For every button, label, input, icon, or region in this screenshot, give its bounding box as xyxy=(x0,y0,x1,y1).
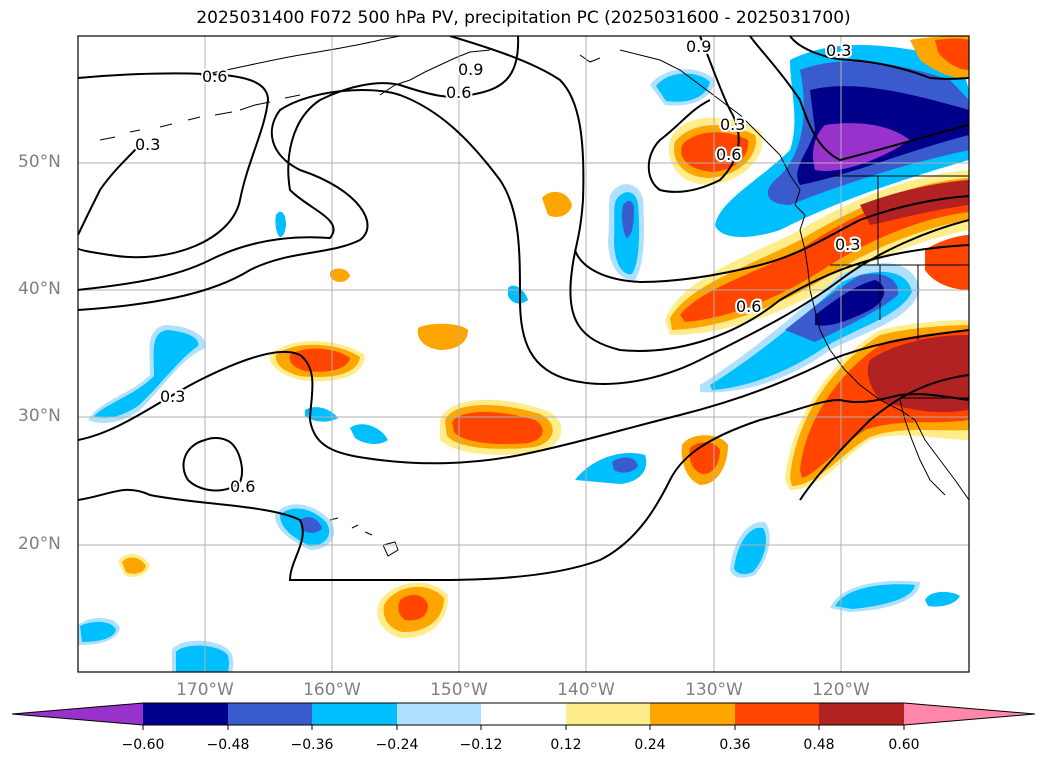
positive-anomaly-region xyxy=(542,191,572,217)
coastline-us-west xyxy=(799,229,969,501)
colorbar-extend-min xyxy=(12,703,143,725)
colorbar-segment xyxy=(566,703,650,725)
negative-anomaly-region xyxy=(94,330,199,418)
lon-label: 140°W xyxy=(557,680,615,700)
colorbar-tick-label: 0.60 xyxy=(888,737,920,753)
contour-label: 0.6 xyxy=(736,297,761,316)
coastline-layer xyxy=(99,36,969,557)
contour-label: 0.3 xyxy=(720,115,745,134)
map-frame xyxy=(77,35,970,673)
positive-anomaly-region xyxy=(935,38,969,70)
colorbar xyxy=(11,702,1036,730)
positive-anomaly-region xyxy=(417,323,468,350)
contour-label: 0.6 xyxy=(716,145,741,164)
colorbar-segment xyxy=(650,703,735,725)
positive-anomaly-region xyxy=(452,412,543,445)
positive-anomaly-region xyxy=(681,132,749,172)
pv-contour xyxy=(182,436,243,492)
contour-label: 0.6 xyxy=(202,67,227,86)
colorbar-segment xyxy=(143,703,228,725)
contour-label: 0.9 xyxy=(686,37,711,56)
lat-label: 40°N xyxy=(18,279,61,299)
colorbar-segment xyxy=(735,703,819,725)
positive-anomaly-region xyxy=(289,348,350,372)
pv-contour xyxy=(749,36,969,162)
colorbar-segment xyxy=(228,703,312,725)
pv-contour xyxy=(789,36,969,80)
positive-anomaly-region xyxy=(867,335,969,412)
negative-anomaly-region xyxy=(622,200,634,238)
pv-contour xyxy=(78,89,969,385)
negative-anomaly-region xyxy=(80,621,116,642)
negative-anomaly-region xyxy=(305,407,338,422)
negative-anomaly-region xyxy=(275,211,286,237)
map-title: 2025031400 F072 500 hPa PV, precipitatio… xyxy=(196,8,851,28)
lon-label: 170°W xyxy=(176,680,234,700)
colorbar-tick-label: −0.12 xyxy=(459,737,503,753)
lon-label: 160°W xyxy=(303,680,361,700)
negative-anomaly-region xyxy=(734,527,767,575)
negative-anomaly-region xyxy=(925,591,960,607)
coastline-alaska xyxy=(199,36,401,76)
colorbar-segment xyxy=(397,703,481,725)
colorbar-segment xyxy=(819,703,904,725)
colorbar-segment xyxy=(481,703,566,725)
negative-anomaly-region xyxy=(350,424,388,444)
pv-contour xyxy=(78,393,969,582)
lon-label: 120°W xyxy=(812,680,870,700)
colorbar-tick-label: −0.36 xyxy=(290,737,334,753)
positive-anomaly-region xyxy=(122,557,146,574)
colorbar-tick-label: −0.48 xyxy=(206,737,250,753)
pv-contour-layer xyxy=(78,36,969,582)
colorbar-tick-label: −0.24 xyxy=(375,737,419,753)
negative-anomaly-region xyxy=(815,280,885,326)
lon-label: 130°W xyxy=(685,680,743,700)
pv-contour xyxy=(78,144,141,236)
positive-anomaly-region xyxy=(925,235,969,290)
contour-label: 0.9 xyxy=(458,60,483,79)
pv-contour xyxy=(574,195,969,284)
graticule-layer xyxy=(78,36,969,672)
contour-label: 0.6 xyxy=(446,83,471,102)
border-states xyxy=(830,176,969,340)
colorbar-segment xyxy=(312,703,397,725)
positive-anomaly-region xyxy=(860,180,969,225)
negative-anomaly-region xyxy=(300,517,322,533)
pv-contour xyxy=(647,36,740,193)
contour-label: 0.3 xyxy=(135,135,160,154)
lat-label: 50°N xyxy=(18,152,61,172)
contour-label: 0.3 xyxy=(826,41,851,60)
negative-anomaly-region xyxy=(656,73,710,102)
positive-anomaly-region xyxy=(398,594,428,621)
colorbar-tick-label: −0.60 xyxy=(121,737,165,753)
lon-label: 150°W xyxy=(430,680,488,700)
hawaii-islands xyxy=(329,517,399,557)
coastline-aleutians xyxy=(99,94,301,141)
colorbar-tick-label: 0.24 xyxy=(634,737,666,753)
contour-label: 0.3 xyxy=(835,235,860,254)
positive-anomaly-region xyxy=(680,185,969,322)
negative-anomaly-region xyxy=(508,285,528,304)
negative-anomaly-region xyxy=(176,645,229,672)
pv-contour xyxy=(78,329,969,465)
pv-contour xyxy=(799,374,969,501)
colorbar-tick-label: 0.12 xyxy=(550,737,582,753)
contour-label-layer: 0.6 0.9 0.6 0.3 0.3 0.6 0.9 0.3 0.6 0.3 … xyxy=(133,35,862,498)
positive-anomaly-region xyxy=(330,268,350,282)
colorbar-tick-label: 0.48 xyxy=(803,737,835,753)
pv-contour xyxy=(78,72,270,259)
negative-anomaly-region xyxy=(612,457,638,473)
lat-label: 20°N xyxy=(18,534,61,554)
contour-label: 0.6 xyxy=(230,477,255,496)
negative-anomaly-region xyxy=(835,584,915,609)
contour-label: 0.3 xyxy=(160,387,185,406)
coastline-bc xyxy=(789,174,806,231)
lat-label: 30°N xyxy=(18,406,61,426)
colorbar-extend-max xyxy=(904,703,1035,725)
pv-contour xyxy=(449,36,969,352)
colorbar-tick-label: 0.36 xyxy=(719,737,751,753)
